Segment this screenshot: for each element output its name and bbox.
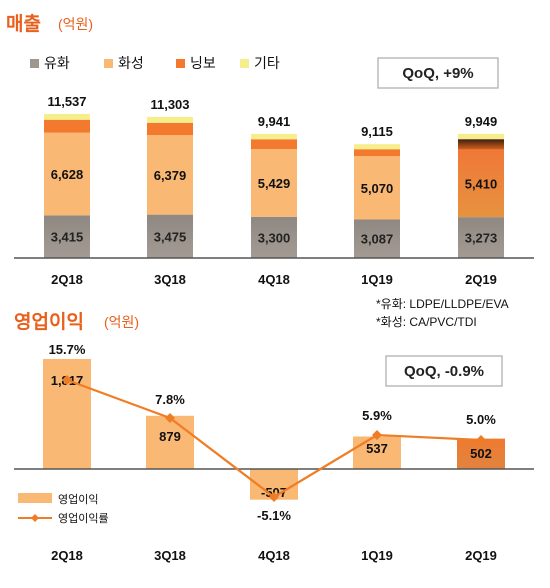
revenue-legend: 유화 화성 닝보 기타 xyxy=(30,55,280,71)
op-margin-marker xyxy=(62,375,72,385)
op-value-label: 879 xyxy=(159,429,181,444)
op-margin-marker xyxy=(269,492,279,502)
revenue-category-label: 2Q18 xyxy=(51,272,83,287)
op-margin-label: 5.9% xyxy=(362,408,392,423)
revenue-category-label: 1Q19 xyxy=(361,272,393,287)
revenue-label-segment-2: 6,628 xyxy=(51,167,84,182)
note-line-2: *화성: CA/PVC/TDI xyxy=(376,315,477,329)
op-margin-line xyxy=(62,375,486,502)
revenue-label-segment-2: 5,429 xyxy=(258,176,291,191)
revenue-label-segment-1: 3,475 xyxy=(154,229,187,244)
revenue-label-segment-1: 3,415 xyxy=(51,230,84,245)
op-profit-title: 영업이익 xyxy=(14,311,84,333)
op-category-label: 1Q19 xyxy=(361,548,393,563)
revenue-label-segment-2: 5,410 xyxy=(465,176,498,191)
op-qoq-box xyxy=(385,355,503,387)
revenue-bar-4q18-segment-2 xyxy=(251,149,297,217)
revenue-bars: 3,415 6,628 11,537 3,475 6,379 11,303 3,300 5,4… xyxy=(44,94,504,258)
revenue-qoq-text: QoQ, +9% xyxy=(402,65,473,82)
revenue-bar-2q19-segment-4 xyxy=(458,133,504,140)
revenue-bar-2q18-segment-3 xyxy=(44,119,90,133)
revenue-bar-1q19-segment-1 xyxy=(354,219,400,258)
revenue-bar-2q19-segment-2 xyxy=(458,149,504,218)
legend-swatch xyxy=(176,59,185,68)
revenue-bar-2q19-segment-1 xyxy=(458,217,504,258)
revenue-bar-1q19-segment-4 xyxy=(354,144,400,150)
op-value-label: 537 xyxy=(366,441,388,456)
revenue-total-label: 11,537 xyxy=(47,94,86,109)
op-legend-label-bar: 영업이익 xyxy=(58,493,98,506)
revenue-bar-2q18-segment-1 xyxy=(44,215,90,258)
op-margin-label: 5.0% xyxy=(466,412,496,427)
legend-swatch xyxy=(30,59,39,68)
op-category-label: 2Q19 xyxy=(465,548,497,563)
revenue-category-label: 3Q18 xyxy=(154,272,186,287)
op-margin-label: -5.1% xyxy=(257,508,291,523)
revenue-category-label: 4Q18 xyxy=(258,272,290,287)
revenue-bar-3q18-segment-3 xyxy=(147,122,193,136)
revenue-label-segment-1: 3,300 xyxy=(258,230,291,245)
revenue-qoq-box xyxy=(377,57,499,89)
legend-label: 기타 xyxy=(254,55,280,71)
revenue-label-segment-2: 6,379 xyxy=(154,168,187,183)
op-margin-marker xyxy=(476,435,486,445)
op-bar-1q19 xyxy=(353,436,401,469)
legend-swatch xyxy=(240,59,249,68)
op-margin-label: 15.7% xyxy=(49,342,86,357)
revenue-total-label: 11,303 xyxy=(150,97,189,112)
op-margin-marker xyxy=(372,430,382,440)
revenue-bar-4q18-segment-1 xyxy=(251,216,297,258)
op-margin-marker xyxy=(165,413,175,423)
note-line-1: *유화: LDPE/LLDPE/EVA xyxy=(376,297,509,311)
revenue-bar-2q18-segment-4 xyxy=(44,114,90,120)
revenue-label-segment-1: 3,087 xyxy=(361,232,394,247)
revenue-unit: (억원) xyxy=(58,16,93,32)
legend-swatch xyxy=(104,59,113,68)
legend-label: 닝보 xyxy=(190,55,216,71)
revenue-bar-1q19-segment-3 xyxy=(354,149,400,157)
op-category-label: 2Q18 xyxy=(51,548,83,563)
op-bar-3q18 xyxy=(146,415,194,469)
op-profit-unit: (억원) xyxy=(104,314,139,330)
revenue-title: 매출 xyxy=(6,13,41,35)
legend-label: 유화 xyxy=(44,55,70,71)
op-legend-swatch-bar xyxy=(18,493,52,503)
op-legend-label-line: 영업이익률 xyxy=(58,512,109,525)
revenue-bar-2q18-segment-2 xyxy=(44,132,90,216)
revenue-bar-1q19-segment-2 xyxy=(354,156,400,220)
revenue-bar-3q18-segment-1 xyxy=(147,214,193,258)
revenue-bar-3q18-segment-4 xyxy=(147,116,193,123)
revenue-category-label: 2Q19 xyxy=(465,272,497,287)
revenue-label-segment-2: 5,070 xyxy=(361,181,394,196)
revenue-label-segment-1: 3,273 xyxy=(465,231,498,246)
op-margin-label: 7.8% xyxy=(155,392,185,407)
revenue-bar-3q18-segment-2 xyxy=(147,135,193,215)
revenue-bar-4q18-segment-3 xyxy=(251,139,297,150)
legend-label: 화성 xyxy=(118,55,144,71)
op-category-labels: 2Q18 3Q18 4Q18 1Q19 2Q19 xyxy=(51,548,497,563)
revenue-total-label: 9,941 xyxy=(258,114,291,129)
revenue-total-label: 9,115 xyxy=(361,124,393,139)
op-legend-marker xyxy=(31,514,39,522)
revenue-category-labels: 2Q18 3Q18 4Q18 1Q19 2Q19 xyxy=(51,272,497,287)
revenue-bar-2q19-segment-3 xyxy=(458,139,504,150)
op-category-label: 4Q18 xyxy=(258,548,290,563)
revenue-bar-4q18-segment-4 xyxy=(251,133,297,140)
op-qoq-text: QoQ, -0.9% xyxy=(404,363,484,380)
op-value-label: 502 xyxy=(470,446,492,461)
revenue-total-label: 9,949 xyxy=(465,114,498,129)
op-category-label: 3Q18 xyxy=(154,548,186,563)
